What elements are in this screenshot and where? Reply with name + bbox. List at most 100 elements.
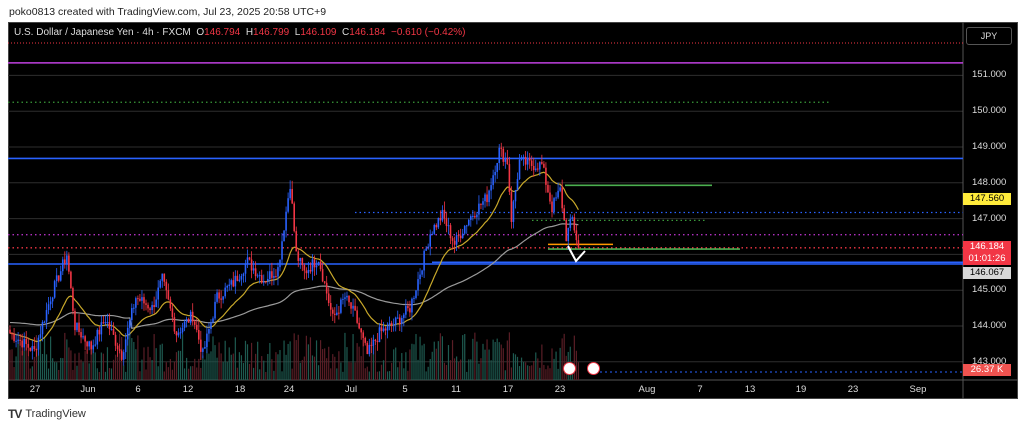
high-value: 146.799 <box>253 27 290 38</box>
candle-body <box>161 273 164 281</box>
candle-body <box>106 322 109 324</box>
volume-bar <box>563 333 565 380</box>
candle-body <box>411 298 413 313</box>
volume-bar <box>480 358 482 380</box>
volume-bar <box>240 355 243 380</box>
volume-bar <box>39 335 42 380</box>
volume-bar <box>175 352 178 380</box>
volume-bar <box>17 338 19 380</box>
volume-bar <box>102 353 104 380</box>
candle-body <box>498 147 501 164</box>
candle-body <box>311 259 314 272</box>
candle-body <box>350 302 352 309</box>
volume-bar <box>259 369 261 380</box>
volume-bar <box>88 363 90 380</box>
us-event-flag-icon[interactable] <box>587 362 600 375</box>
candle-body <box>277 267 279 277</box>
volume-bar <box>106 347 109 380</box>
candle-body <box>461 233 464 239</box>
volume-bar <box>253 367 255 380</box>
volume-bar <box>141 359 143 380</box>
candle-body <box>494 171 496 176</box>
price-tick-label: 148.000 <box>972 176 1007 188</box>
volume-bar <box>147 346 149 380</box>
candle-body <box>472 215 474 217</box>
last-price-tag: 146.184 01:01:26 <box>963 241 1011 265</box>
candle-body <box>118 349 121 351</box>
candle-body <box>457 235 460 237</box>
volume-bar <box>54 362 56 380</box>
volume-bar <box>364 368 366 380</box>
volume-bar <box>415 334 417 380</box>
volume-bar <box>476 341 478 380</box>
candle-body <box>202 348 204 352</box>
volume-bar <box>222 361 224 380</box>
volume-bar <box>419 336 421 380</box>
candle-body <box>23 338 26 348</box>
candle-body <box>409 308 411 313</box>
currency-button[interactable]: JPY <box>966 27 1012 45</box>
volume-bar <box>208 353 210 380</box>
volume-bar <box>315 340 318 380</box>
candle-body <box>342 298 344 300</box>
candle-body <box>512 201 515 222</box>
volume-bar <box>468 359 470 380</box>
volume-bar <box>317 365 320 380</box>
candle-body <box>480 203 482 205</box>
candle-body <box>86 341 88 347</box>
candle-body <box>163 273 166 282</box>
candle-body <box>260 275 263 283</box>
volume-bar <box>490 360 492 380</box>
candle-body <box>348 295 350 303</box>
candle-body <box>88 341 90 347</box>
candle-body <box>273 275 275 278</box>
candle-body <box>427 246 429 249</box>
candle-body <box>358 322 360 329</box>
volume-bar <box>368 371 370 380</box>
low-label: L <box>294 27 301 38</box>
volume-bar <box>299 362 301 380</box>
candle-body <box>297 251 300 261</box>
volume-bar <box>275 352 277 380</box>
volume-bar <box>486 339 488 380</box>
fast-moving-average-line <box>9 171 579 343</box>
candle-body <box>465 225 468 227</box>
candle-body <box>364 337 367 343</box>
volume-bar <box>112 359 115 380</box>
candle-body <box>25 338 28 344</box>
us-event-flag-icon[interactable] <box>563 362 576 375</box>
volume-bar <box>447 345 450 380</box>
candle-body <box>534 168 537 171</box>
candle-body <box>567 227 570 242</box>
candle-body <box>145 303 147 305</box>
candle-body <box>27 343 30 348</box>
candle-body <box>459 235 462 239</box>
volume-bar <box>37 341 40 380</box>
candle-body <box>222 296 224 300</box>
candle-body <box>502 148 505 162</box>
volume-bar <box>409 349 411 380</box>
candle-body <box>206 333 208 348</box>
volume-bar <box>98 371 100 380</box>
volume-bar <box>226 361 228 380</box>
volume-bar <box>31 366 33 380</box>
candle-body <box>394 317 397 325</box>
volume-bar <box>529 366 531 380</box>
volume-bar <box>291 368 293 380</box>
volume-bar <box>21 350 23 380</box>
candle-body <box>41 322 44 335</box>
volume-bar <box>531 365 533 380</box>
volume-bar <box>236 367 238 380</box>
candle-body <box>264 281 267 283</box>
candle-body <box>218 292 220 299</box>
candle-body <box>563 208 565 220</box>
symbol-legend: U.S. Dollar / Japanese Yen · 4h · FXCM O… <box>14 27 466 38</box>
volume-bar <box>212 336 214 380</box>
volume-bar <box>15 356 17 380</box>
volume-bar <box>116 345 119 380</box>
time-tick-label: 11 <box>451 384 461 395</box>
volume-bar <box>429 358 431 380</box>
candle-body <box>571 217 574 219</box>
volume-bar <box>257 341 259 380</box>
